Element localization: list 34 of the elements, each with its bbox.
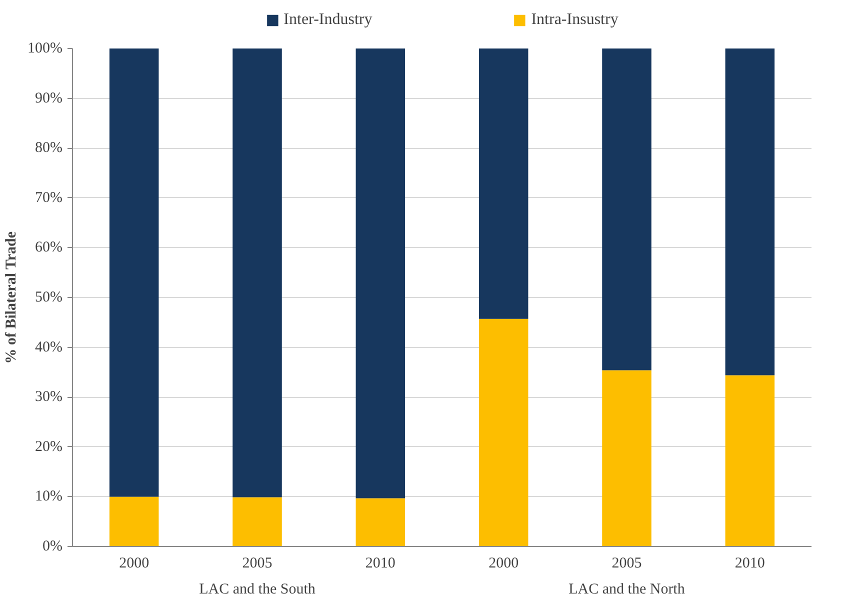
bar	[725, 48, 775, 376]
text: LAC and the North	[568, 582, 686, 598]
y-tick-label: 60%	[35, 240, 63, 256]
x-tick-label: 2000	[488, 556, 519, 572]
bar	[356, 498, 406, 546]
bar	[232, 497, 282, 546]
y-tick-label: 30%	[35, 389, 63, 406]
bar	[109, 48, 159, 497]
y-tick-label: 0%	[42, 538, 63, 554]
y-tick-label: 100%	[28, 40, 63, 56]
y-tick-label: 50%	[35, 290, 63, 306]
legend-label: Inter-Industry	[284, 11, 372, 29]
bar	[478, 318, 528, 546]
bar	[602, 370, 652, 546]
legend-label: Intra-Insustry	[531, 11, 618, 29]
y-tick-label: 20%	[35, 438, 63, 455]
bar	[478, 48, 528, 319]
bar	[356, 48, 406, 498]
x-tick-label: 2000	[119, 556, 150, 572]
bar	[602, 48, 652, 370]
bar	[725, 375, 775, 546]
y-tick-label: 70%	[35, 190, 63, 206]
text: LAC and the South	[199, 582, 316, 598]
y-tick-label: 40%	[35, 339, 63, 356]
x-tick-label: 2005	[612, 556, 642, 572]
y-tick-label: 90%	[35, 90, 63, 106]
y-axis-title: % of Bilateral Trade	[4, 231, 20, 364]
y-tick-label: 10%	[35, 488, 63, 505]
x-tick-label: 2010	[365, 556, 396, 572]
bar	[109, 496, 159, 546]
x-tick-label: 2005	[242, 556, 272, 572]
x-tick-label: 2010	[734, 556, 765, 572]
y-tick-label: 80%	[35, 140, 63, 156]
bar	[232, 48, 282, 498]
